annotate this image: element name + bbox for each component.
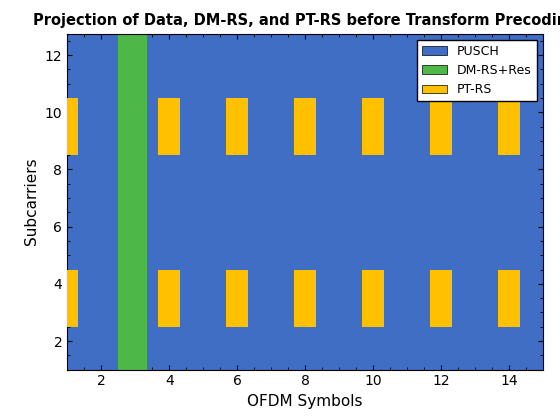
Bar xyxy=(56,270,78,327)
Bar xyxy=(362,98,384,155)
Bar xyxy=(294,270,316,327)
Bar xyxy=(362,270,384,327)
Bar xyxy=(430,270,452,327)
Bar xyxy=(226,98,248,155)
Bar xyxy=(226,270,248,327)
Y-axis label: Subcarriers: Subcarriers xyxy=(24,158,39,245)
Title: Projection of Data, DM-RS, and PT-RS before Transform Precoding: Projection of Data, DM-RS, and PT-RS bef… xyxy=(33,13,560,28)
Bar xyxy=(294,98,316,155)
Legend: PUSCH, DM-RS+Res, PT-RS: PUSCH, DM-RS+Res, PT-RS xyxy=(417,40,537,101)
Bar xyxy=(158,270,180,327)
Bar xyxy=(498,270,520,327)
X-axis label: OFDM Symbols: OFDM Symbols xyxy=(248,394,363,409)
Bar xyxy=(158,98,180,155)
Bar xyxy=(118,34,147,370)
Bar xyxy=(498,98,520,155)
Bar xyxy=(56,98,78,155)
Bar xyxy=(430,98,452,155)
